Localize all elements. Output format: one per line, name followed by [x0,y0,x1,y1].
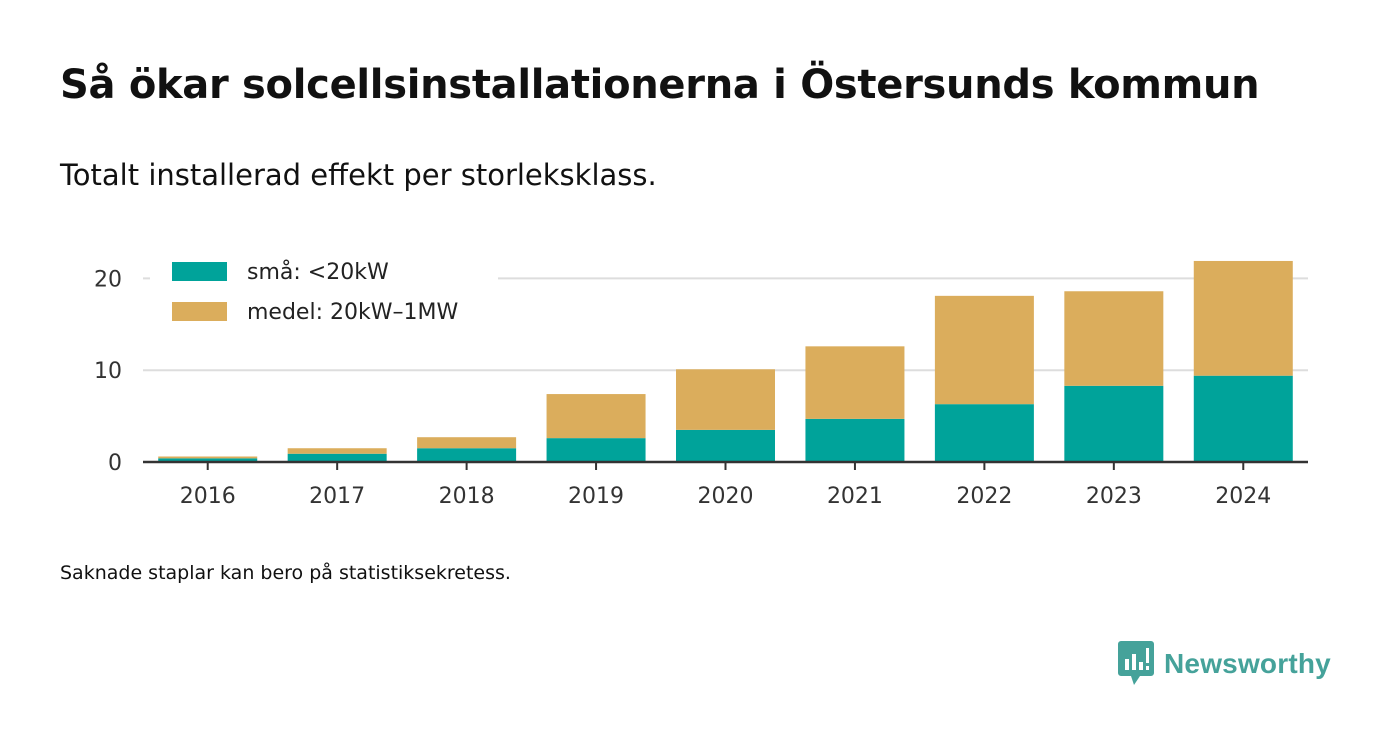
bar-2023-small [1064,385,1164,462]
bar-2021-medium [805,346,905,419]
bar-2017-medium [287,448,387,454]
x-tick-label-2018: 2018 [439,484,495,509]
y-tick-label: 10 [94,359,122,384]
bar-2019-small [546,438,646,462]
bar-2022-small [934,404,1034,462]
stacked-bar-chart: 0 10 20 2016 2017 2018 2019 2020 2021 2022 2023 202… [94,259,1308,509]
y-tick-label: 20 [94,267,122,292]
bar-2022-medium [934,295,1034,405]
legend-swatch-small [172,262,227,281]
bar-2018-small [417,448,517,462]
bar-2017-small [287,453,387,462]
bar-2024-small [1193,375,1293,462]
legend-swatch-medium [172,302,227,321]
chart-title: Så ökar solcellsinstallationerna i Öster… [60,62,1260,108]
bar-2023-medium [1064,291,1164,386]
bar-2024-medium [1193,260,1293,376]
x-tick-label-2021: 2021 [827,484,883,509]
x-tick-label-2020: 2020 [698,484,754,509]
x-tick-label-2023: 2023 [1086,484,1142,509]
x-tick-label-2024: 2024 [1215,484,1271,509]
newsworthy-logo: Newsworthy [1118,640,1331,688]
newsworthy-logo-icon [1118,641,1154,685]
y-tick-label: 0 [108,451,122,476]
legend-label-medium: medel: 20kW–1MW [247,300,458,325]
bar-2021-small [805,418,905,462]
chart-subtitle: Totalt installerad effekt per storlekskl… [60,158,657,192]
footnote: Saknade staplar kan bero på statistiksek… [60,562,511,584]
bar-2019-medium [546,394,646,439]
x-tick-label-2022: 2022 [956,484,1012,509]
bar-2016-small [158,458,258,462]
bar-2016-medium [158,456,258,459]
x-tick-label-2019: 2019 [568,484,624,509]
bar-2020-small [676,429,775,462]
x-tick-label-2016: 2016 [180,484,236,509]
bar-2018-medium [417,437,517,449]
legend-label-small: små: <20kW [247,259,389,285]
x-tick-label-2017: 2017 [309,484,365,509]
newsworthy-wordmark: Newsworthy [1164,648,1331,679]
bar-2020-medium [676,369,775,430]
